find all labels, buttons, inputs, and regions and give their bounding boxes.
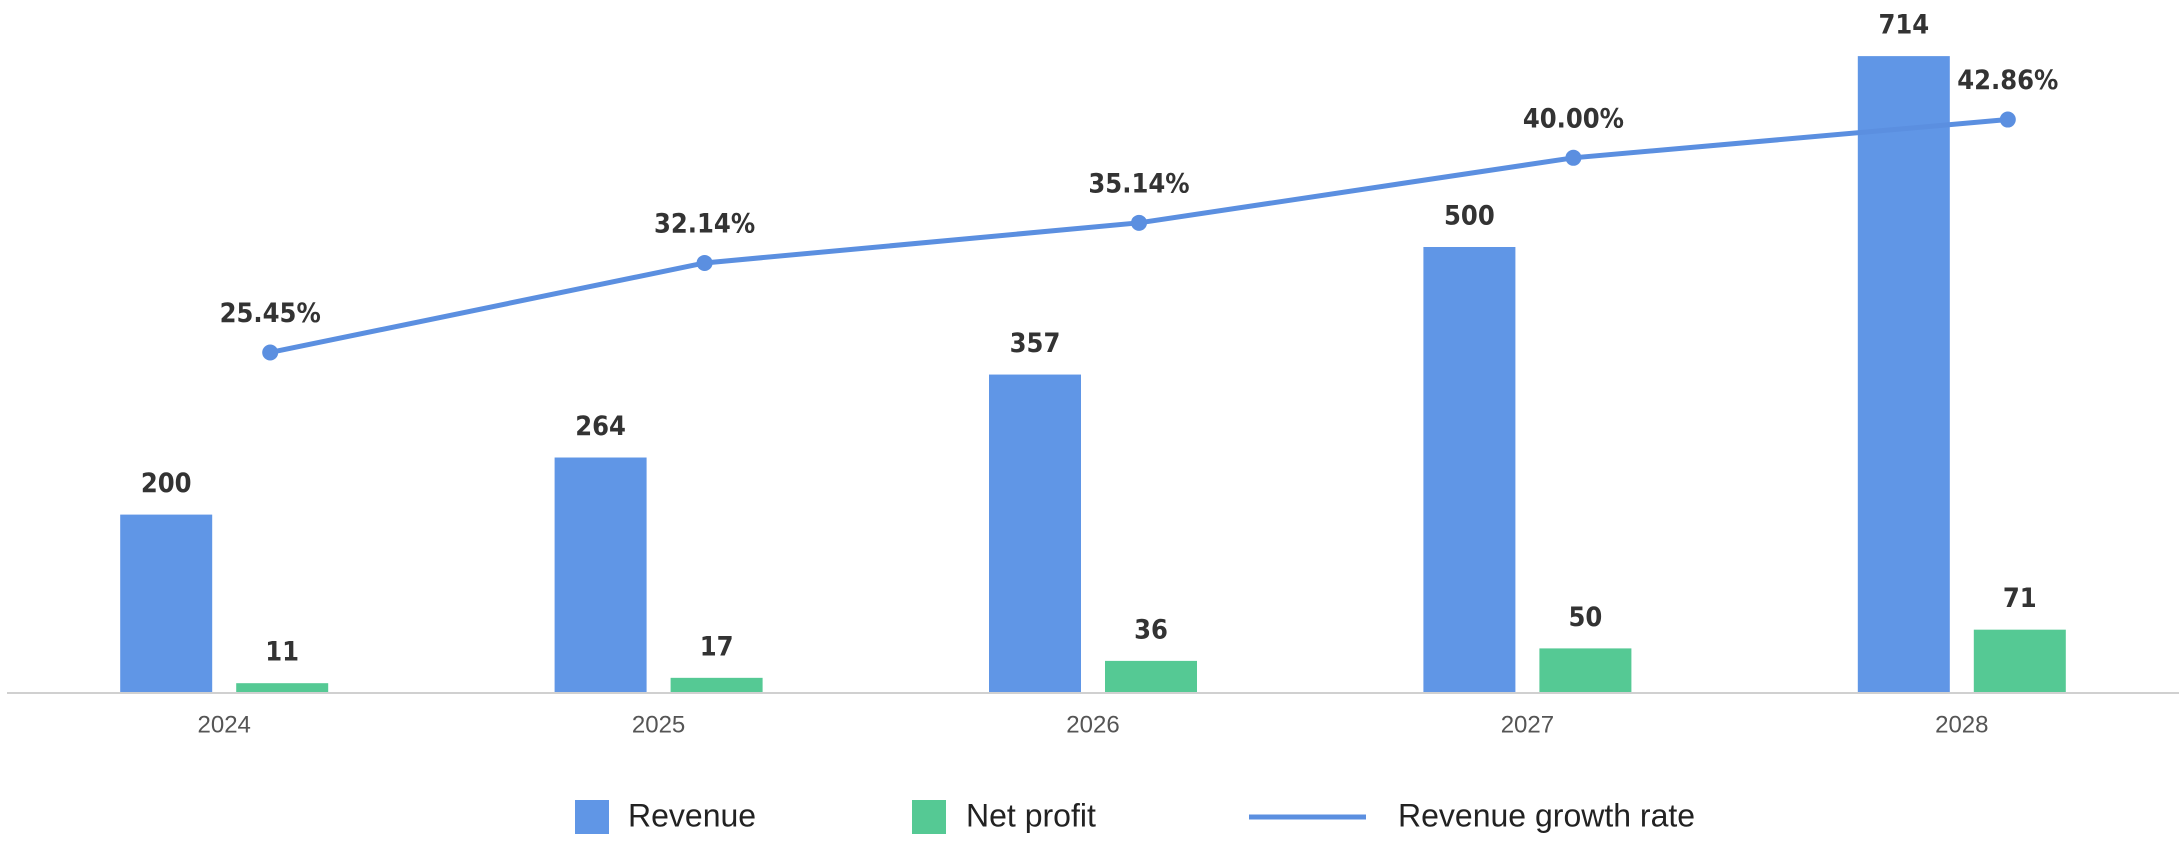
legend-label: Net profit: [966, 797, 1096, 833]
line-point: [1565, 149, 1582, 166]
line-point: [262, 344, 279, 361]
bar: [236, 683, 329, 693]
data-label: 71: [2003, 583, 2037, 614]
bar: [1539, 648, 1632, 693]
legend-swatch: [912, 800, 946, 834]
legend-label: Revenue growth rate: [1398, 797, 1695, 833]
data-label: 42.86%: [1957, 65, 2058, 96]
data-label: 500: [1444, 201, 1495, 232]
bar: [670, 677, 763, 693]
data-label: 36: [1134, 614, 1168, 645]
bar: [1857, 56, 1950, 693]
line-point: [1999, 111, 2016, 128]
data-label: 17: [700, 631, 734, 662]
x-tick-label: 2027: [1501, 711, 1554, 738]
data-label: 357: [1010, 328, 1061, 359]
bar: [1105, 660, 1197, 693]
data-label: 35.14%: [1088, 168, 1189, 199]
legend-swatch: [575, 800, 609, 834]
data-label: 50: [1568, 602, 1602, 633]
data-label: 714: [1878, 10, 1929, 41]
line-point: [1131, 214, 1147, 231]
data-label: 40.00%: [1523, 103, 1624, 134]
bar: [989, 374, 1081, 693]
legend-label: Revenue: [628, 797, 756, 833]
data-label: 32.14%: [654, 208, 755, 239]
data-label: 264: [575, 411, 626, 442]
bar: [1423, 247, 1516, 693]
line: [269, 117, 2009, 355]
x-tick-label: 2024: [198, 711, 251, 738]
data-label: 11: [265, 637, 299, 668]
bar: [120, 514, 213, 693]
line-point: [696, 254, 713, 271]
x-tick-label: 2026: [1066, 711, 1119, 738]
x-tick-label: 2028: [1935, 711, 1988, 738]
data-label: 25.45%: [220, 298, 321, 329]
bar: [1973, 629, 2066, 693]
bar: [554, 457, 647, 693]
data-label: 200: [141, 468, 192, 499]
x-tick-label: 2025: [632, 711, 685, 738]
